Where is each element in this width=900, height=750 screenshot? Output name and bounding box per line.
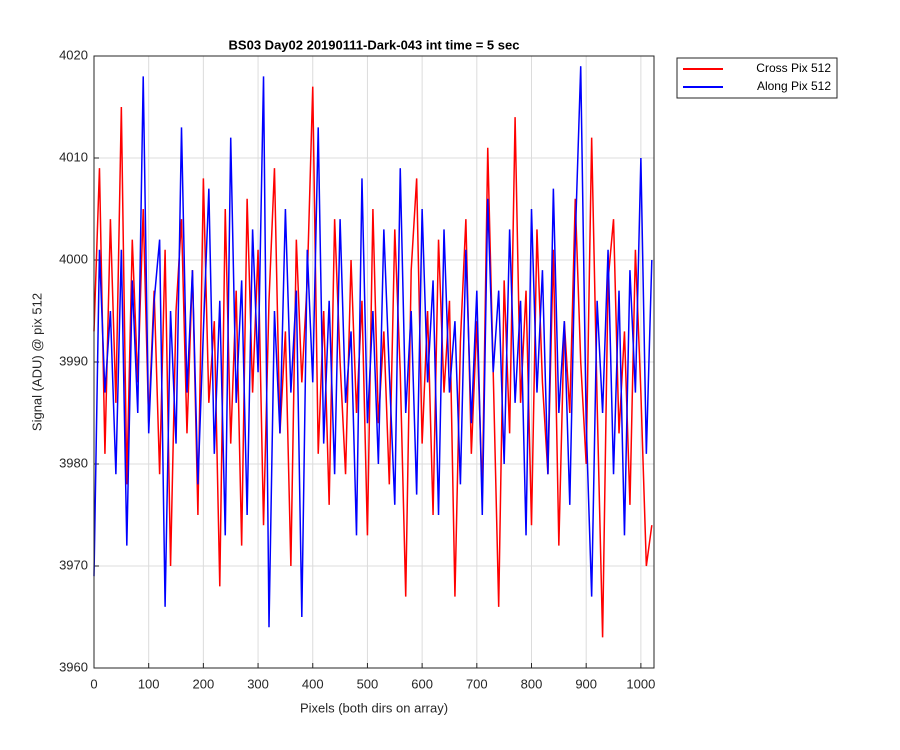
y-tick-label: 3960 — [59, 659, 88, 674]
chart-title: BS03 Day02 20190111-Dark-043 int time = … — [229, 37, 520, 52]
x-tick-label: 400 — [302, 676, 324, 691]
x-tick-label: 100 — [138, 676, 160, 691]
legend-label: Cross Pix 512 — [756, 61, 831, 75]
x-tick-label: 900 — [575, 676, 597, 691]
y-tick-label: 3970 — [59, 557, 88, 572]
x-tick-label: 200 — [193, 676, 215, 691]
y-tick-label: 3980 — [59, 455, 88, 470]
y-tick-label: 4010 — [59, 149, 88, 164]
x-tick-label: 800 — [521, 676, 543, 691]
x-axis-label: Pixels (both dirs on array) — [300, 700, 448, 715]
axes-box — [93, 55, 655, 669]
x-tick-label: 700 — [466, 676, 488, 691]
y-tick-label: 3990 — [59, 353, 88, 368]
x-tick-label: 500 — [357, 676, 379, 691]
series-line — [93, 66, 653, 628]
legend-box — [676, 57, 838, 99]
x-tick-label: 1000 — [626, 676, 655, 691]
x-tick-label: 0 — [90, 676, 97, 691]
series-line — [93, 86, 653, 638]
x-tick-label: 300 — [247, 676, 269, 691]
x-tick-label: 600 — [411, 676, 433, 691]
y-axis-label: Signal (ADU) @ pix 512 — [29, 293, 44, 431]
y-tick-label: 4000 — [59, 251, 88, 266]
legend-label: Along Pix 512 — [757, 79, 831, 93]
y-tick-label: 4020 — [59, 47, 88, 62]
